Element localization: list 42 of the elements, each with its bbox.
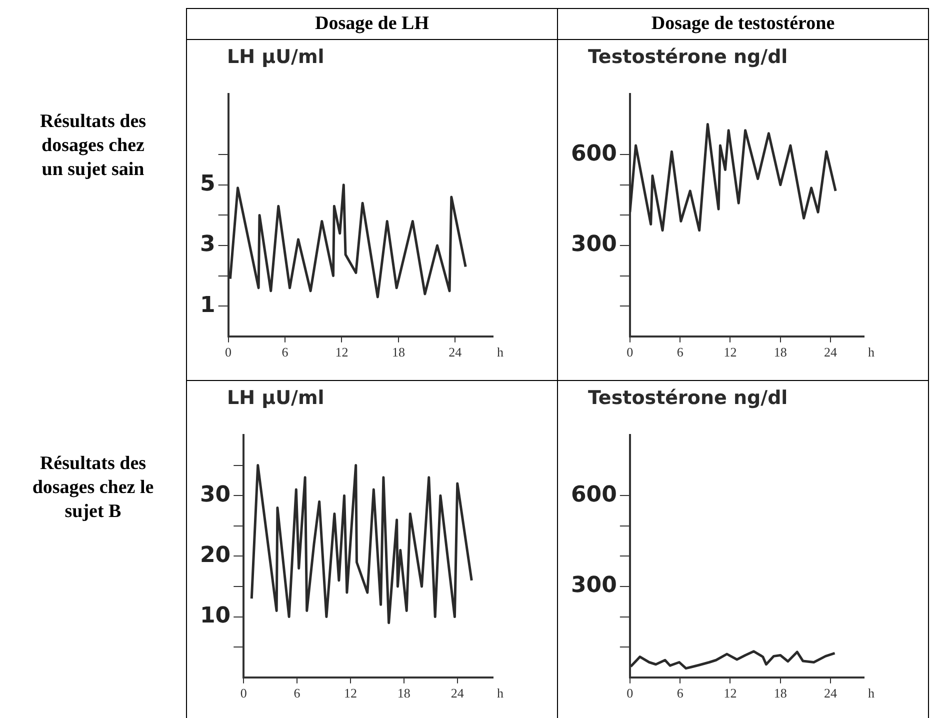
x-axis-title: h — [497, 685, 504, 700]
x-tick-label: 0 — [240, 686, 247, 701]
x-tick-label: 12 — [335, 344, 348, 360]
x-axis-title: h — [868, 685, 875, 700]
x-tick-label: 6 — [282, 344, 289, 360]
chart-title: Dosage de LH — [186, 8, 558, 40]
x-tick-label: 0 — [225, 344, 232, 360]
y-tick-label: 20 — [200, 542, 231, 568]
x-tick-label: 12 — [724, 344, 737, 360]
y-axis-title: Testostérone ng/dl — [588, 46, 788, 68]
x-tick-label: 18 — [392, 344, 405, 360]
x-tick-label: 12 — [724, 686, 737, 701]
y-tick-label: 3 — [200, 232, 216, 258]
x-tick-label: 6 — [676, 686, 684, 701]
y-tick-label: 300 — [570, 573, 617, 598]
x-tick-label: 6 — [676, 344, 684, 360]
x-tick-label: 24 — [450, 686, 464, 701]
y-tick-label: 30 — [200, 482, 231, 508]
x-tick-label: 24 — [824, 686, 838, 701]
y-tick-label: 600 — [570, 141, 617, 166]
y-tick-label: 10 — [200, 604, 231, 629]
y-axis-title: Testostérone ng/dl — [588, 387, 788, 409]
y-tick-label: 300 — [570, 232, 617, 258]
x-tick-label: 24 — [448, 344, 462, 360]
x-tick-label: 0 — [626, 344, 634, 360]
x-tick-label: 18 — [397, 686, 410, 701]
x-axis-title: h — [868, 344, 875, 360]
x-tick-label: 0 — [626, 686, 634, 701]
y-tick-label: 600 — [570, 482, 617, 508]
x-tick-label: 24 — [824, 344, 838, 360]
y-axis-title: LH µU/ml — [227, 46, 324, 68]
text: Résultats des dosages chez le sujet B — [31, 452, 155, 524]
text: Résultats des dosages chez un sujet sain — [38, 110, 148, 182]
y-tick-label: 1 — [200, 292, 216, 318]
chart-title: Dosage de testostérone — [558, 8, 928, 40]
x-axis-title: h — [497, 344, 504, 360]
x-tick-label: 18 — [774, 686, 787, 701]
y-tick-label: 5 — [200, 172, 216, 197]
y-axis-title: LH µU/ml — [227, 387, 324, 409]
x-tick-label: 6 — [294, 686, 301, 701]
x-tick-label: 18 — [774, 344, 787, 360]
x-tick-label: 12 — [344, 686, 357, 701]
